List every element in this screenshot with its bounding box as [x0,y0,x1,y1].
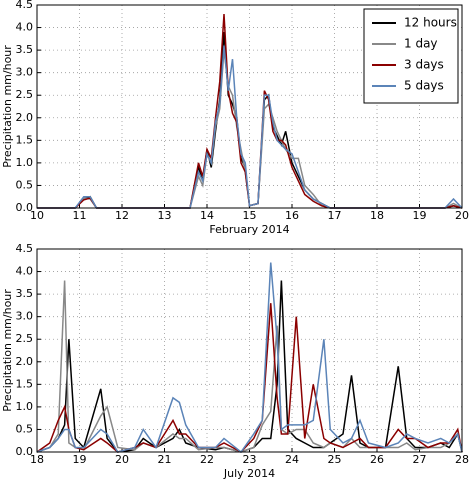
y-tick-label: 4.5 [16,0,34,11]
x-tick-label: 24 [285,453,299,466]
x-tick-label: 22 [200,453,214,466]
y-axis-label: Precipitation mm/hour [1,45,14,168]
y-tick-label: 2.5 [16,332,34,345]
x-tick-label: 19 [413,209,427,222]
legend-label: 3 days [404,58,444,72]
y-axis-label: Precipitation mm/hour [1,289,14,412]
y-tick-label: 1.0 [16,156,34,169]
y-tick-label: 0.5 [16,178,34,191]
y-tick-label: 3.0 [16,310,34,323]
x-tick-label: 10 [30,209,44,222]
x-tick-label: 26 [370,453,384,466]
x-tick-label: 28 [455,453,469,466]
y-tick-label: 4.0 [16,265,34,278]
y-tick-label: 3.0 [16,66,34,79]
y-tick-label: 1.5 [16,133,34,146]
legend-label: 5 days [404,79,444,93]
x-tick-label: 23 [243,453,257,466]
x-tick-label: 25 [328,453,342,466]
plot-frame [36,248,463,453]
series-line [37,13,463,209]
x-tick-label: 20 [455,209,469,222]
y-tick-label: 4.5 [16,242,34,255]
y-tick-label: 2.0 [16,355,34,368]
y-tick-label: 0.5 [16,422,34,435]
x-axis-label: July 2014 [223,467,275,480]
x-tick-label: 13 [158,209,172,222]
y-tick-label: 0.0 [16,201,34,214]
y-tick-label: 2.5 [16,88,34,101]
series-line [36,280,463,453]
y-tick-label: 1.0 [16,400,34,413]
series-line [36,262,463,454]
y-tick-label: 1.5 [16,377,34,390]
y-tick-label: 3.5 [16,287,34,300]
series-line [36,303,463,453]
legend-label: 12 hours [404,16,457,30]
series-line [36,280,463,453]
x-tick-label: 18 [370,209,384,222]
series-line [37,45,463,209]
y-tick-label: 0.0 [16,445,34,458]
x-tick-label: 12 [115,209,129,222]
legend-label: 1 day [404,37,438,51]
x-tick-label: 15 [243,209,257,222]
y-tick-label: 2.0 [16,111,34,124]
y-tick-label: 4.0 [16,21,34,34]
x-tick-label: 11 [73,209,87,222]
x-tick-label: 20 [115,453,129,466]
x-tick-label: 14 [200,209,214,222]
x-axis-label: February 2014 [209,223,289,236]
y-tick-label: 3.5 [16,43,34,56]
x-tick-label: 16 [285,209,299,222]
plot-frame [36,4,463,209]
x-tick-label: 17 [328,209,342,222]
x-tick-label: 18 [30,453,44,466]
x-tick-label: 21 [158,453,172,466]
legend-box [363,8,459,104]
x-tick-label: 19 [73,453,87,466]
x-tick-label: 27 [413,453,427,466]
